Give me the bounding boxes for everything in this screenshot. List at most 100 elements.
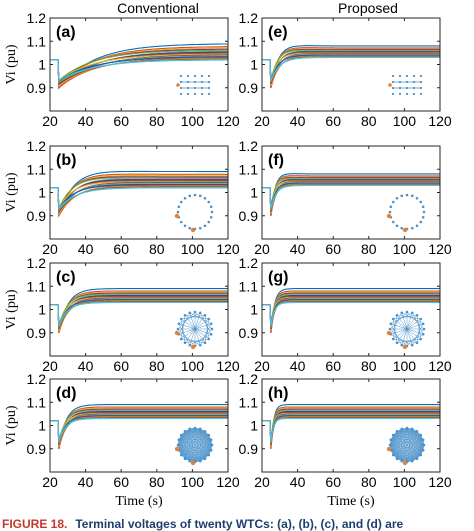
inset-node — [400, 194, 404, 198]
inset-edge — [184, 338, 209, 344]
y-tick-label: 1 — [250, 302, 258, 318]
inset-node — [186, 74, 190, 78]
inset-edge — [177, 428, 201, 446]
series-line-10 — [50, 412, 228, 442]
x-tick-label: 80 — [149, 241, 165, 257]
inset-node — [389, 438, 393, 442]
inset-node — [188, 194, 192, 198]
inset-highlight-node — [402, 227, 408, 233]
series-line-1 — [50, 288, 228, 333]
panel-label: (f) — [268, 152, 284, 169]
inset-edge — [390, 431, 418, 440]
y-tick-label: 1.2 — [239, 255, 259, 271]
series-line-11 — [262, 181, 440, 216]
inset-edge — [396, 338, 421, 344]
y-tick-label: 1 — [38, 418, 46, 434]
inset-node — [209, 205, 213, 209]
inset-edge — [189, 450, 212, 462]
series-line-7 — [262, 179, 440, 214]
inset-node — [193, 74, 197, 78]
x-tick-label: 20 — [254, 358, 270, 374]
inset-highlight-node — [386, 330, 392, 336]
series-line-5 — [50, 409, 228, 442]
inset-edge — [178, 323, 212, 335]
y-axis-label: Vi (pu) — [4, 405, 19, 445]
y-tick-label: 1 — [250, 185, 258, 201]
inset-node — [421, 215, 425, 219]
inset-node — [203, 196, 207, 200]
inset-node — [207, 317, 211, 321]
inset-node — [207, 453, 211, 457]
series-line-18 — [50, 186, 228, 214]
series-line-2 — [50, 173, 228, 215]
inset-node — [412, 92, 416, 96]
inset-edge — [412, 428, 424, 440]
inset-edge — [181, 338, 206, 344]
inset-node — [400, 343, 404, 347]
inset-highlight-node — [386, 446, 392, 452]
inset-edge — [177, 427, 196, 446]
inset-node — [207, 92, 211, 96]
inset-edge — [393, 439, 424, 456]
series-line-20 — [262, 301, 440, 326]
x-tick-label: 60 — [113, 113, 129, 129]
inset-node — [188, 226, 192, 230]
series-line-12 — [262, 181, 440, 214]
inset-edge — [401, 439, 424, 462]
inset-node — [405, 92, 409, 96]
inset-highlight-node — [388, 83, 392, 87]
inset-node — [198, 311, 202, 315]
series-line-16 — [50, 185, 228, 218]
x-tick-label: 40 — [290, 113, 306, 129]
x-tick-label: 120 — [216, 241, 240, 257]
inset-node — [422, 210, 426, 214]
inset-edge — [177, 444, 196, 463]
network-inset-grid — [176, 74, 211, 96]
inset-edge — [390, 323, 424, 335]
series-line-5 — [262, 409, 440, 442]
inset-node — [186, 80, 190, 84]
inset-node — [209, 332, 213, 336]
inset-node — [422, 327, 426, 331]
inset-edge — [396, 314, 421, 320]
inset-node — [419, 317, 423, 321]
y-tick-label: 1 — [38, 185, 46, 201]
inset-node — [183, 224, 187, 228]
inset-node — [193, 193, 197, 197]
x-tick-label: 40 — [290, 474, 306, 490]
inset-edge — [406, 444, 425, 463]
inset-node — [398, 80, 402, 84]
inset-node — [391, 317, 395, 321]
inset-node — [188, 459, 192, 463]
inset-node — [415, 341, 419, 345]
x-tick-label: 40 — [290, 241, 306, 257]
series-line-20 — [262, 56, 440, 81]
inset-node — [176, 443, 180, 447]
inset-edge — [189, 334, 212, 346]
inset-edge — [200, 323, 212, 346]
inset-node — [179, 433, 183, 437]
inset-edge — [184, 431, 212, 440]
inset-node — [177, 205, 181, 209]
caption-text: Terminal voltages of twenty WTCs: (a), (… — [75, 518, 404, 531]
inset-edge — [194, 427, 209, 436]
inset-edge — [189, 312, 212, 324]
inset-edge — [401, 334, 424, 346]
series-line-1 — [262, 173, 440, 216]
inset-node — [419, 80, 423, 84]
inset-node — [207, 86, 211, 90]
inset-node — [395, 429, 399, 433]
inset-node — [419, 86, 423, 90]
inset-edge — [389, 328, 408, 347]
inset-edge — [396, 439, 424, 459]
inset-edge — [180, 315, 186, 340]
inset-node — [203, 224, 207, 228]
inset-node — [183, 457, 187, 461]
inset-node — [203, 429, 207, 433]
series-line-16 — [262, 183, 440, 216]
x-tick-label: 40 — [78, 113, 94, 129]
inset-node — [179, 80, 183, 84]
series-group — [50, 43, 228, 90]
inset-edge — [200, 312, 212, 335]
x-tick-label: 60 — [113, 241, 129, 257]
